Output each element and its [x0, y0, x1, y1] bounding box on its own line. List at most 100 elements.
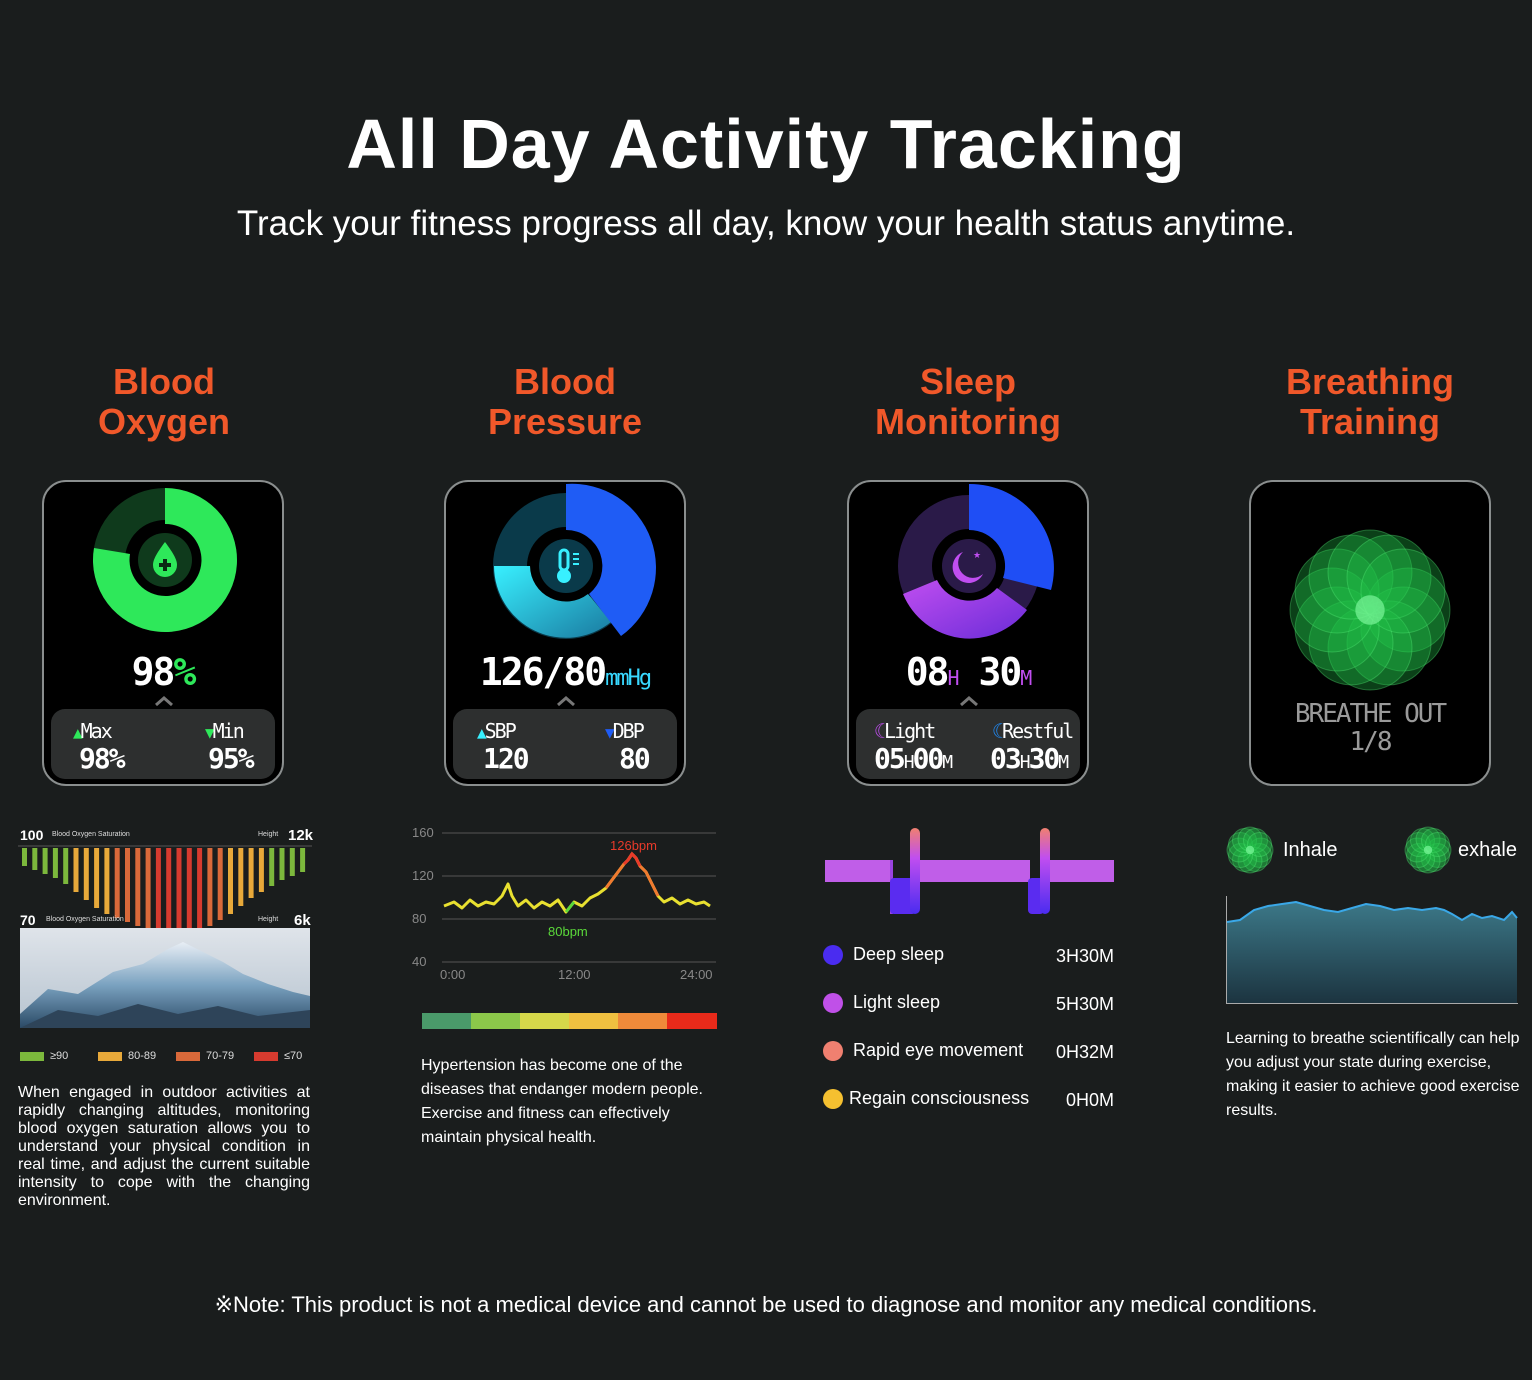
blood-oxygen-stats: ▲Max 98% ▼Min 95% [51, 709, 275, 779]
chevron-up-icon [155, 696, 173, 707]
altitude-spo2-chart [18, 824, 312, 1070]
sbp-label: ▲SBP [477, 719, 517, 743]
spo2-bar [83, 848, 89, 900]
bp-scale-segment [618, 1013, 668, 1029]
legend-swatch [98, 1051, 122, 1061]
breathing-title: Breathing Training [1210, 362, 1530, 442]
spo2-bar [228, 848, 233, 914]
spo2-bar [300, 848, 306, 872]
spo2-top-value: 100 [20, 827, 44, 843]
page-subtitle: Track your fitness progress all day, kno… [236, 204, 1296, 243]
spo2-legend-item: ≥90 [20, 1050, 68, 1062]
legend-swatch [176, 1051, 200, 1061]
spo2-bar [217, 848, 223, 920]
bp-chart: 160 120 80 40 0:00 12:00 24:00 126bpm 80bpm [412, 825, 716, 982]
bp-line-low [564, 901, 576, 913]
breathing-description: Learning to breathe scientifically can h… [1226, 1030, 1520, 1119]
spo2-bar [155, 848, 161, 934]
blood-pressure-stats: ▲SBP 120 ▼DBP 80 [453, 709, 677, 779]
breathing-wave-chart [1226, 896, 1518, 1004]
sleep-legend-label: Regain consciousness [849, 1088, 1030, 1108]
sleep-total: 08H 30M [905, 650, 1033, 694]
height-mid-label: Height [258, 916, 279, 923]
restful-label: ☾Restful [992, 719, 1074, 743]
min-value: 95% [208, 742, 255, 775]
spo2-bar [42, 848, 48, 874]
bp-x-tick: 0:00 [440, 967, 465, 982]
spo2-legend: ≥90 80-89 70-79 ≤70 [20, 1050, 312, 1066]
triangle-up-icon: ▲ [73, 723, 83, 742]
spo2-bar [207, 848, 213, 926]
spo2-bar [279, 848, 285, 880]
breathing-watch: BREATHE OUT 1/8 [1249, 480, 1491, 786]
spo2-bar [104, 848, 110, 914]
bp-y-tick: 120 [412, 868, 434, 883]
bp-x-tick: 24:00 [680, 967, 713, 982]
blood-oxygen-title: Blood Oxygen [4, 362, 324, 442]
bp-line-peak [604, 851, 660, 897]
spo2-legend-item: 80-89 [98, 1050, 156, 1062]
blood-pressure-ring [493, 483, 656, 707]
light-value: 05H00M [874, 742, 953, 775]
flower-center [1423, 845, 1433, 855]
max-label: ▲Max [73, 719, 113, 743]
blood-pressure-title: Blood Pressure [405, 362, 725, 442]
sleep-legend-value: 5H30M [1055, 994, 1114, 1014]
blood-pressure-value: 126/80mmHg [479, 650, 652, 694]
bp-peak-label: 126bpm [610, 838, 657, 853]
spo2-bar [248, 848, 254, 898]
spo2-bar [114, 848, 120, 918]
sleep-legend-value: 0H0M [1065, 1090, 1114, 1110]
sbp-value: 120 [483, 742, 530, 775]
sleep-title-line1: Sleep [919, 361, 1017, 402]
sleep-title-line2: Monitoring [875, 401, 1061, 442]
breathing-flower [1289, 529, 1451, 691]
blood-oxygen-title-line1: Blood [113, 361, 215, 402]
spo2-bar [289, 848, 295, 876]
sleep-hypnogram [825, 828, 1114, 914]
moon-small-icon: ☾ [992, 719, 1004, 743]
spo2-bar [52, 848, 58, 878]
height-top-label: Height [258, 831, 279, 838]
blood-oxygen-title-line2: Oxygen [97, 401, 231, 442]
height-mid-value: 6k [294, 912, 311, 929]
spo2-mid-label: Blood Oxygen Saturation [46, 916, 124, 923]
sleep-title: Sleep Monitoring [808, 362, 1128, 442]
svg-text:★: ★ [973, 550, 981, 560]
sleep-legend-value: 3H30M [1055, 946, 1114, 966]
spo2-bar [258, 848, 264, 892]
inhale-flower-icon [1226, 826, 1274, 874]
moon-small-icon: ☾ [874, 719, 886, 743]
chevron-up-icon [557, 696, 575, 707]
spo2-bar [63, 848, 69, 884]
legend-dot [823, 993, 843, 1013]
sleep-legend-label: Rapid eye movement [853, 1040, 1024, 1060]
breathing-title-line2: Training [1299, 401, 1440, 442]
medical-disclaimer: ※Note: This product is not a medical dev… [214, 1292, 1318, 1317]
spo2-bar [186, 848, 192, 938]
triangle-down-icon: ▼ [205, 723, 215, 742]
sleep-ring: ★ [898, 483, 1054, 707]
spo2-bar [166, 848, 172, 938]
bp-y-tick: 160 [412, 825, 434, 840]
legend-swatch [254, 1051, 278, 1061]
triangle-down-icon: ▼ [605, 723, 615, 742]
breathing-screen-text: BREATHE OUT 1/8 [1251, 700, 1489, 756]
spo2-bar [22, 848, 27, 866]
blood-pressure-description: Hypertension has become one of the disea… [421, 1057, 703, 1146]
bp-scale-segment [667, 1013, 717, 1029]
bp-line [443, 852, 711, 914]
sleep-stats: ☾Light 05H00M ☾Restful 03H30M [856, 709, 1080, 779]
moon-icon [952, 552, 983, 583]
min-label: ▼Min [205, 719, 245, 743]
bp-x-tick: 12:00 [558, 967, 591, 982]
bp-y-tick: 40 [412, 954, 426, 969]
exhale-flower-icon [1404, 826, 1452, 874]
spo2-mid-value: 70 [20, 912, 36, 928]
spo2-bar [135, 848, 141, 926]
blood-oxygen-description: When engaged in outdoor activities at ra… [18, 1084, 310, 1209]
spo2-bar [32, 848, 38, 870]
bp-scale-segment [520, 1013, 570, 1029]
light-label: ☾Light [874, 719, 936, 743]
bp-color-scale [422, 1013, 717, 1029]
